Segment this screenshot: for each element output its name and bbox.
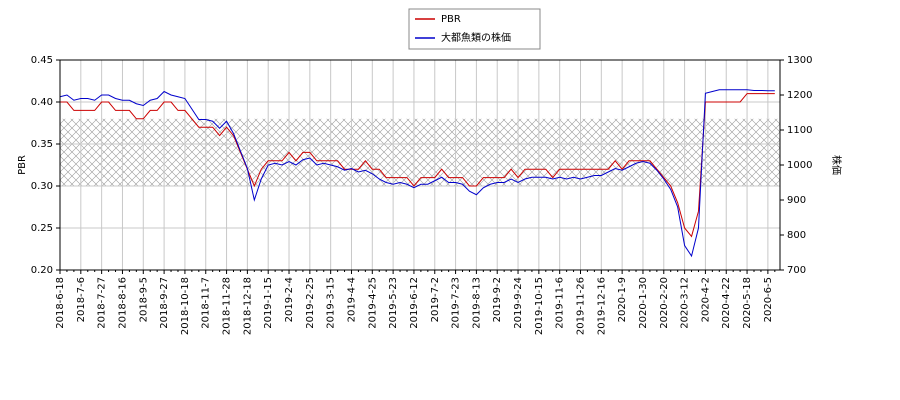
- x-tick-label: 2018-11-7: [201, 277, 212, 329]
- x-tick-label: 2019-4-25: [367, 277, 378, 329]
- x-tick-label: 2018-8-16: [117, 277, 128, 329]
- y-tick-label: 0.40: [31, 97, 53, 108]
- legend-box: [408, 8, 541, 50]
- plot-frame: [59, 59, 781, 271]
- y-tick-label: 0.30: [31, 181, 53, 192]
- x-tick-label: 2020-2-20: [659, 277, 670, 329]
- x-tick-label: 2019-2-4: [284, 277, 295, 322]
- x-tick-label: 2019-12-16: [596, 277, 607, 335]
- y2-tick-label: 900: [787, 195, 806, 206]
- x-tick-label: 2019-8-13: [471, 277, 482, 329]
- x-tick-label: 2019-6-12: [409, 277, 420, 329]
- x-tick-label: 2019-7-23: [451, 277, 462, 329]
- x-tick-label: 2020-6-5: [763, 277, 774, 322]
- x-tick-label: 2018-9-27: [159, 277, 170, 329]
- x-tick-label: 2020-5-18: [742, 277, 753, 329]
- x-tick-label: 2018-11-28: [222, 277, 233, 335]
- x-tick-label: 2019-9-2: [492, 277, 503, 322]
- x-tick-label: 2018-6-18: [55, 277, 66, 329]
- x-tick-label: 2020-1-9: [617, 277, 628, 322]
- x-tick-label: 2018-9-5: [138, 277, 149, 322]
- x-tick-label: 2019-11-26: [576, 277, 587, 335]
- x-tick-label: 2019-9-24: [513, 277, 524, 329]
- y2-tick-label: 800: [787, 230, 806, 241]
- y2-tick-label: 1200: [787, 90, 812, 101]
- x-tick-label: 2020-4-2: [700, 277, 711, 322]
- x-tick-label: 2019-11-6: [555, 277, 566, 329]
- y2-axis-label: 株価: [830, 155, 843, 175]
- x-tick-label: 2020-4-22: [721, 277, 732, 329]
- y2-tick-label: 700: [787, 265, 806, 276]
- x-tick-label: 2019-10-15: [534, 277, 545, 335]
- axes: 0.20 0.25 0.30 0.35 0.40 0.45 700 800 900 1000 110…: [31, 55, 813, 335]
- x-tick-label: 2019-3-15: [326, 277, 337, 329]
- y-tick-label: 0.45: [31, 55, 53, 66]
- y2-tick-label: 1000: [787, 160, 812, 171]
- x-tick-label: 2019-4-4: [346, 277, 357, 322]
- x-tick-label: 2019-2-25: [305, 277, 316, 329]
- y-tick-label: 0.25: [31, 223, 53, 234]
- x-tick-label: 2018-7-27: [97, 277, 108, 329]
- x-tick-label: 2018-10-18: [180, 277, 191, 335]
- x-tick-label: 2020-1-30: [638, 277, 649, 329]
- y-axis-label: PBR: [17, 155, 28, 175]
- x-tick-label: 2020-3-12: [680, 277, 691, 329]
- y2-tick-label: 1100: [787, 125, 812, 136]
- x-tick-label: 2018-12-18: [242, 277, 253, 335]
- series-line: [60, 93, 775, 238]
- x-tick-label: 2019-1-15: [263, 277, 274, 329]
- legend-label: PBR: [441, 14, 461, 25]
- legend-label: 大都魚類の株価: [441, 31, 511, 44]
- x-tick-label: 2018-7-6: [76, 277, 87, 322]
- grid: [59, 59, 780, 271]
- y-tick-label: 0.35: [31, 139, 53, 150]
- x-tick-label: 2019-7-2: [430, 277, 441, 322]
- x-tick-label: 2019-5-23: [388, 277, 399, 329]
- y2-tick-label: 1300: [787, 55, 812, 66]
- plot-lines: [59, 89, 775, 258]
- series-line: [59, 89, 775, 258]
- y-tick-label: 0.20: [31, 265, 53, 276]
- shaded-range: [60, 118, 780, 186]
